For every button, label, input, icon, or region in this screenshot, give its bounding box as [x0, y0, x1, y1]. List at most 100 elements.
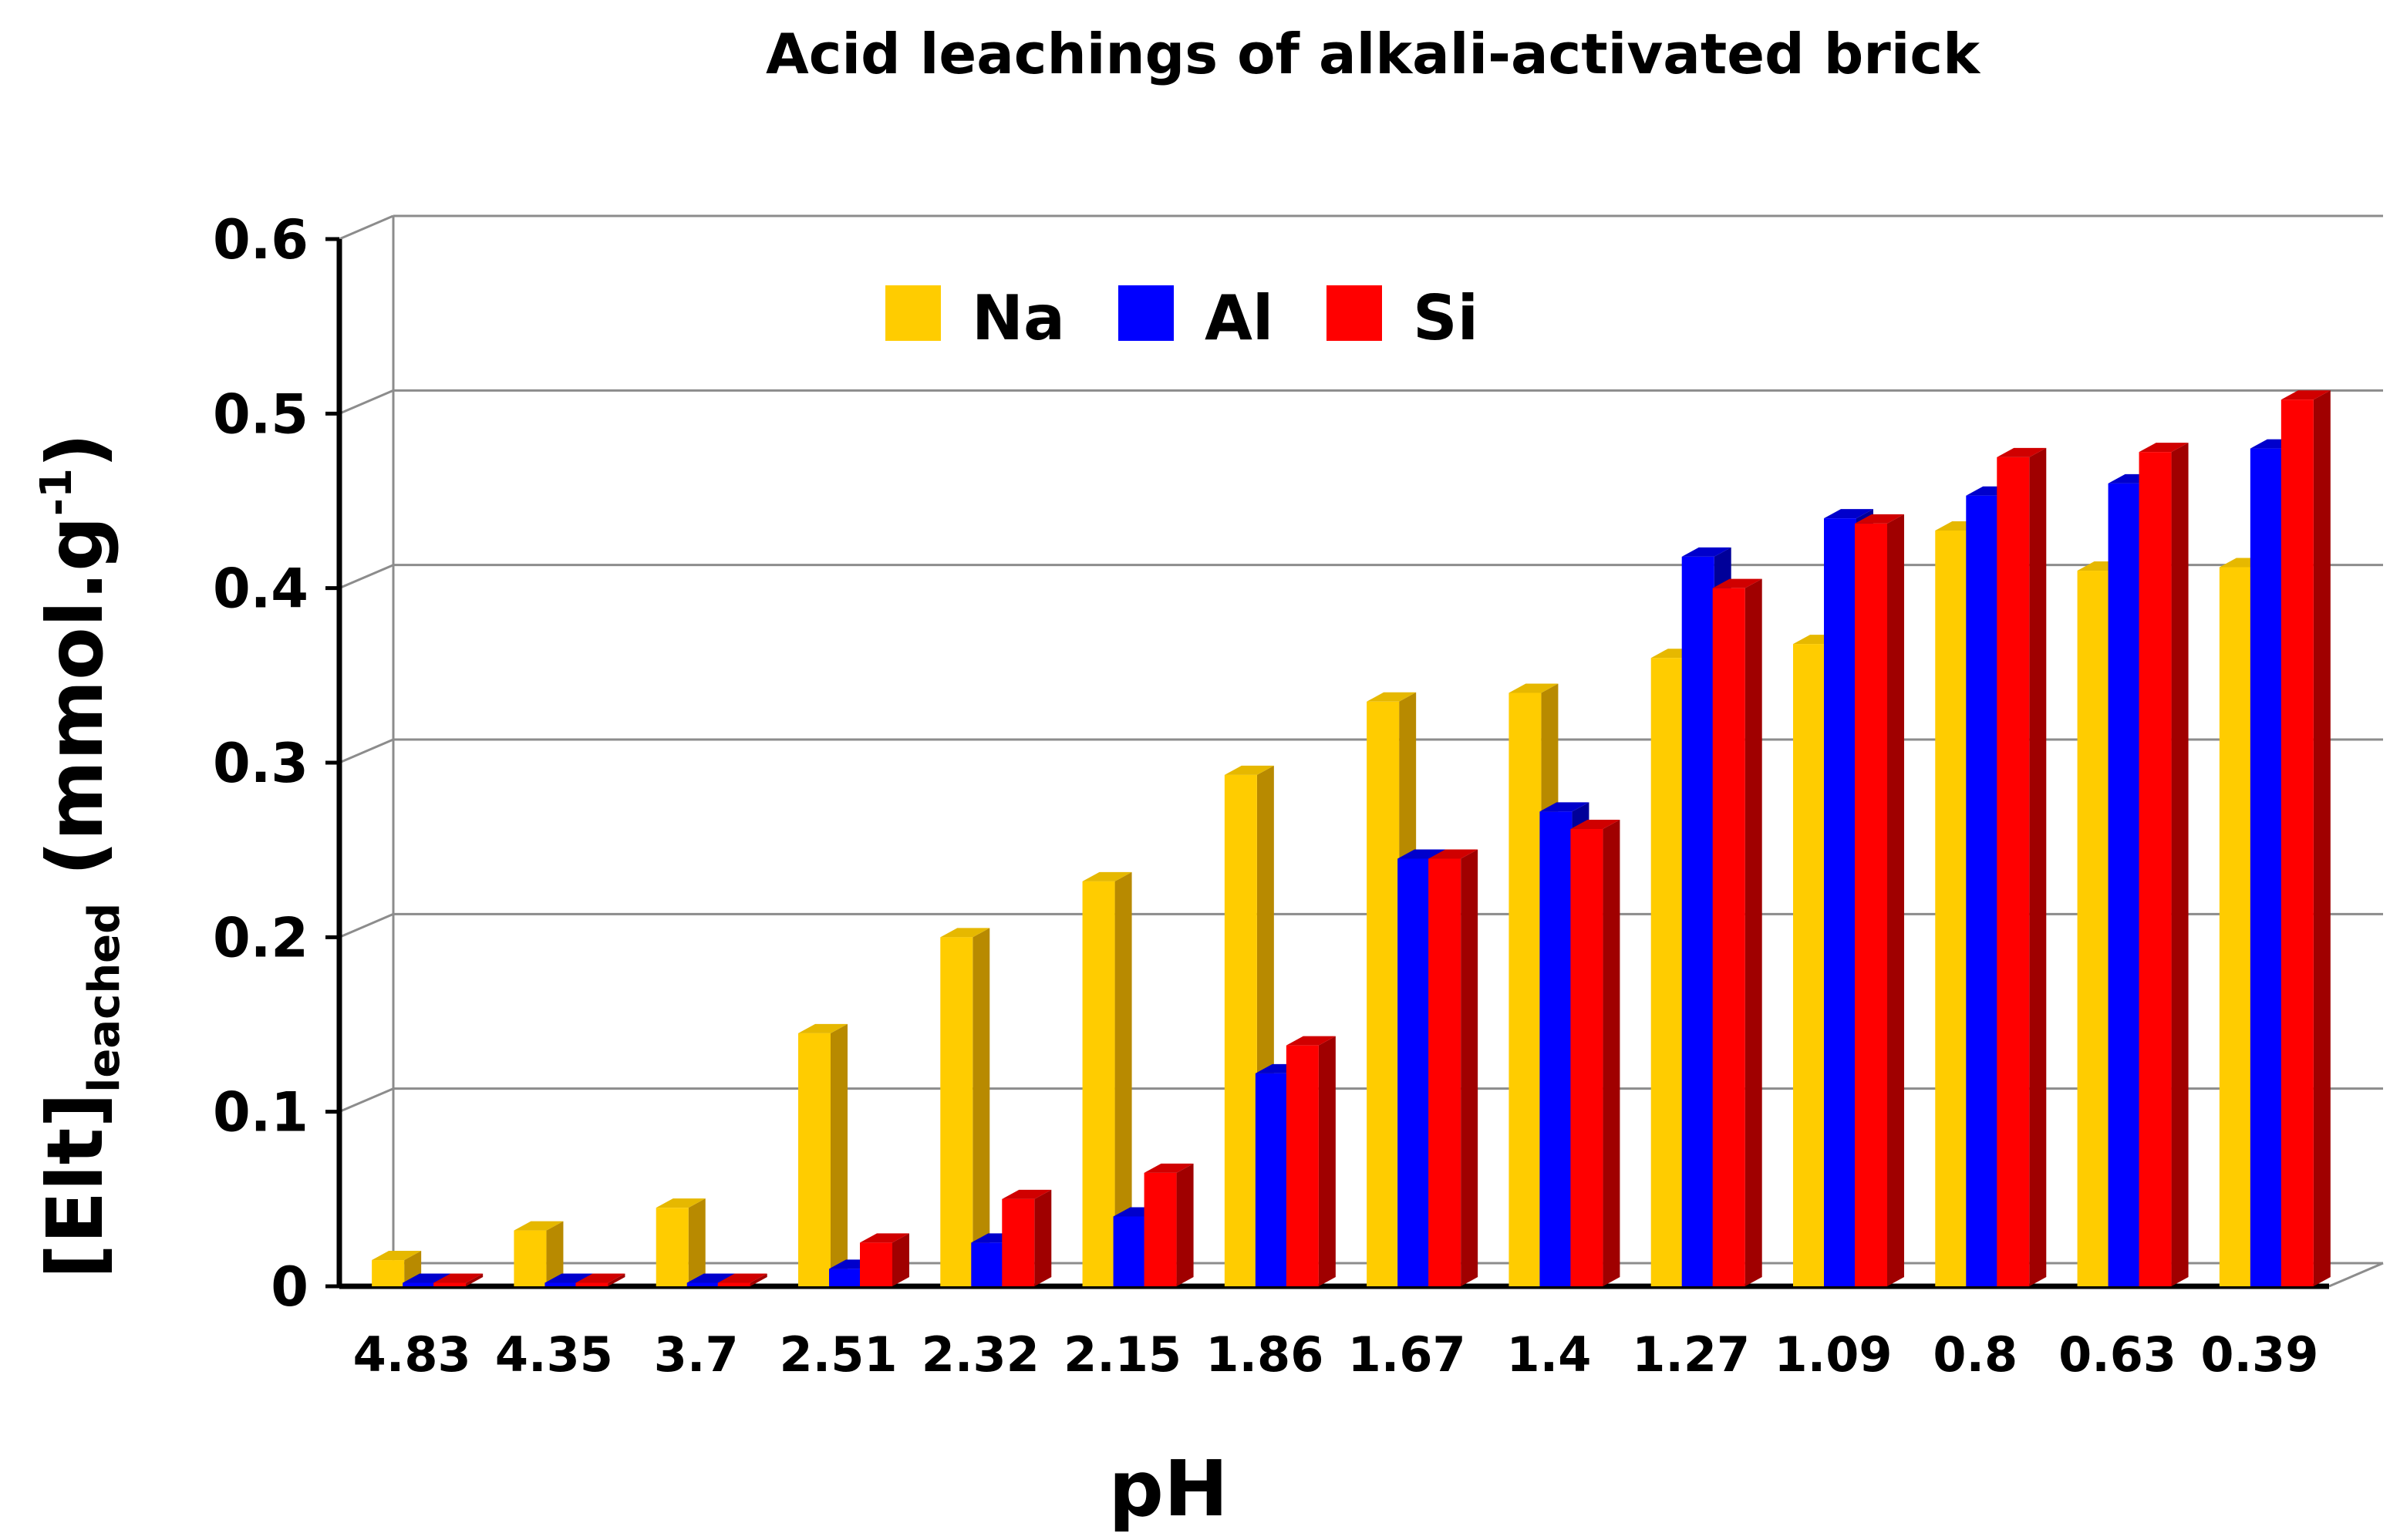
x-tick-label: 1.27	[1632, 1326, 1750, 1383]
x-tick-labels: 4.83 4.35 3.7 2.51 2.32 2.15 1.86 1.67 1.4 1.27 1.…	[353, 1326, 2319, 1383]
y-axis-label-sub: leached	[79, 903, 130, 1093]
bar-front	[829, 1269, 861, 1286]
bar-front	[1650, 658, 1684, 1286]
bar-front	[1255, 1073, 1288, 1286]
gridline-depth	[339, 1087, 394, 1114]
gridline-depth	[339, 564, 394, 590]
bar-front	[1428, 858, 1461, 1286]
y-axis-label-unit-pre: (mmol.g	[30, 516, 120, 902]
bar-top	[1224, 765, 1274, 775]
bar-si	[1997, 447, 2047, 1286]
bar-front	[717, 1282, 750, 1286]
y-axis-label-main: [Elt]	[30, 1093, 120, 1279]
bar-si	[433, 1273, 484, 1286]
bar-top	[860, 1233, 909, 1243]
x-tick-label: 2.15	[1064, 1326, 1182, 1383]
bar-top	[433, 1273, 484, 1283]
legend-label: Na	[972, 282, 1065, 354]
bar-top	[940, 928, 990, 938]
x-tick-label: 1.67	[1348, 1326, 1466, 1383]
bar-na	[656, 1198, 706, 1286]
bars	[372, 390, 2331, 1287]
bar-top	[1712, 578, 1762, 588]
bar-front	[1681, 556, 1714, 1286]
bar-top	[1508, 683, 1559, 693]
bar-top	[372, 1251, 422, 1261]
bar-na	[940, 928, 990, 1286]
legend-item-si: Si	[1326, 282, 1478, 354]
bar-si	[1570, 820, 1620, 1286]
bar-front	[544, 1282, 578, 1286]
bar-top	[1367, 692, 1417, 702]
bar-side	[2029, 447, 2047, 1286]
bar-top	[1997, 447, 2047, 457]
bar-front	[1712, 588, 1745, 1286]
x-tick-label: 0.63	[2058, 1326, 2176, 1383]
bar-top	[1855, 514, 1904, 524]
bar-side	[973, 928, 990, 1286]
legend-item-al: Al	[1118, 282, 1273, 354]
x-tick-label: 1.09	[1775, 1326, 1893, 1383]
y-tick-label: 0.4	[213, 558, 308, 621]
bar-side	[546, 1221, 564, 1286]
bar-top	[798, 1023, 848, 1033]
bar-front	[2250, 448, 2283, 1286]
bar-side	[1176, 1163, 1194, 1286]
bar-side	[750, 1273, 767, 1286]
bar-front	[1286, 1045, 1319, 1286]
bar-front	[372, 1260, 405, 1286]
bar-si	[717, 1273, 767, 1286]
y-tick-label: 0.5	[213, 382, 308, 446]
bar-side	[466, 1273, 484, 1286]
bar-si	[1144, 1163, 1194, 1286]
bar-top	[1681, 547, 1731, 557]
bar-top	[544, 1273, 595, 1283]
bar-front	[1367, 701, 1400, 1286]
y-tick-label: 0.1	[213, 1081, 308, 1144]
bar-top	[686, 1273, 737, 1283]
x-tick-label: 0.8	[1933, 1326, 2018, 1383]
legend-swatch	[1118, 285, 1174, 341]
legend-swatch	[1326, 285, 1382, 341]
legend-item-na: Na	[885, 282, 1065, 354]
y-tick-label: 0	[271, 1255, 308, 1319]
x-axis-label: pH	[1108, 1444, 1228, 1534]
y-tick-labels: 0 0.1 0.2 0.3 0.4 0.5 0.6	[213, 208, 308, 1319]
bar-top	[1570, 820, 1620, 830]
gridline-depth	[339, 389, 394, 415]
bar-side	[1744, 578, 1762, 1286]
legend-label: Al	[1205, 282, 1273, 354]
bar-side	[1603, 820, 1620, 1286]
bar-side	[892, 1233, 909, 1286]
bar-front	[1508, 692, 1542, 1286]
bar-si	[1002, 1189, 1052, 1286]
bar-top	[1397, 849, 1448, 859]
bar-front	[860, 1242, 892, 1286]
x-tick-label: 2.32	[922, 1326, 1040, 1383]
bar-top	[403, 1273, 453, 1283]
bar-side	[1114, 871, 1132, 1286]
x-tick-label: 0.39	[2200, 1326, 2318, 1383]
bar-front	[1997, 457, 2030, 1286]
y-axis-label-unit-post: )	[30, 433, 120, 468]
bar-front	[1824, 518, 1856, 1286]
bar-side	[608, 1273, 625, 1286]
bar-front	[1570, 829, 1603, 1286]
gridline-depth	[339, 912, 394, 938]
bar-side	[1318, 1036, 1336, 1286]
bar-na	[514, 1221, 564, 1286]
bar-front	[798, 1033, 831, 1286]
bar-side	[831, 1023, 848, 1286]
floor-right-edge	[2328, 1262, 2384, 1288]
legend: Na Al Si	[885, 282, 1478, 354]
bar-front	[433, 1282, 467, 1286]
x-tick-label: 3.7	[654, 1326, 739, 1383]
bar-top	[1002, 1189, 1052, 1199]
bar-side	[1034, 1189, 1052, 1286]
bar-si	[575, 1273, 625, 1286]
bar-top	[514, 1221, 564, 1231]
chart-title: Acid leachings of alkali-activated brick	[766, 22, 1981, 86]
bar-na	[1224, 765, 1274, 1286]
bar-side	[1887, 514, 1904, 1286]
bar-si	[1428, 849, 1478, 1286]
